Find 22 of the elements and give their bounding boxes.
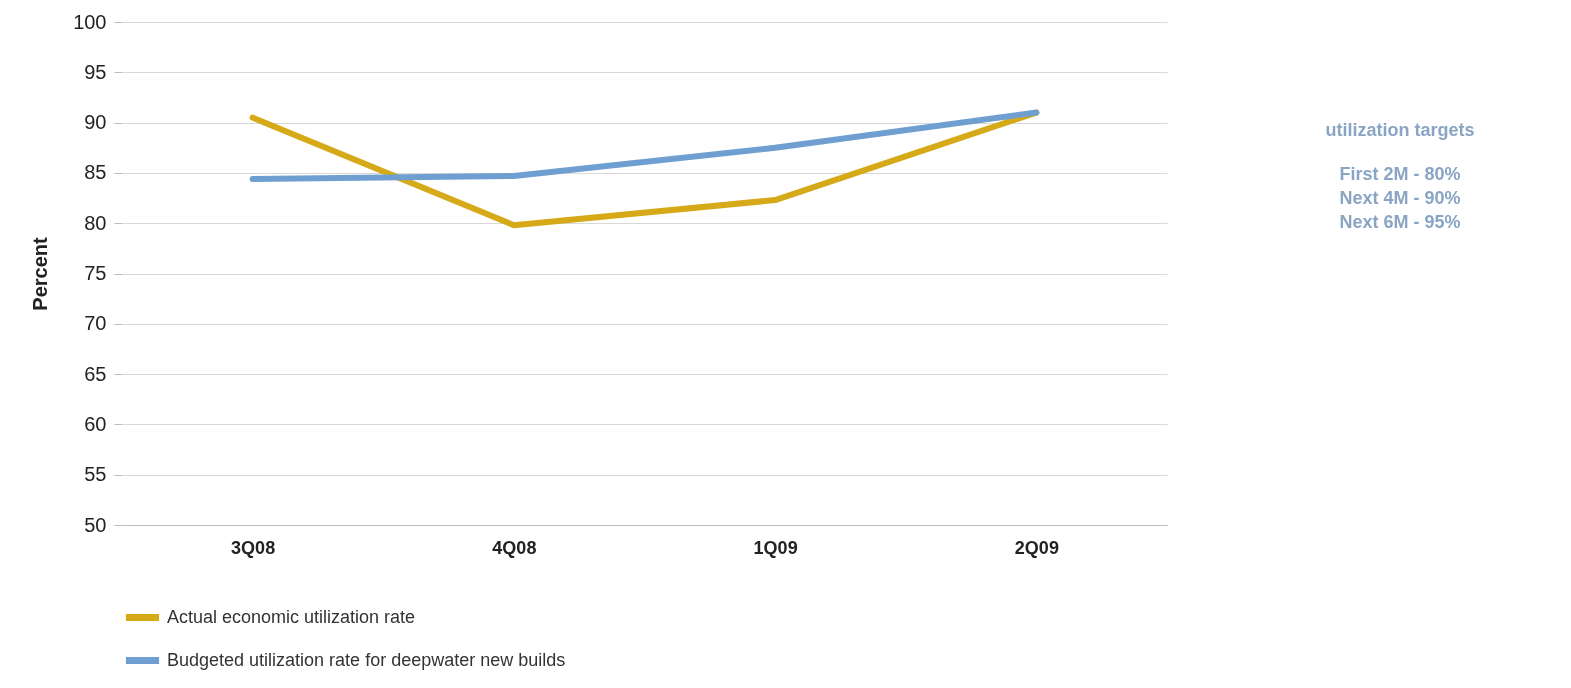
x-tick-label: 4Q08 (492, 537, 537, 558)
y-tick-label: 70 (84, 312, 107, 335)
legend-label: Budgeted utilization rate for deepwater new builds (167, 649, 566, 670)
text: Next 6M - 95% (1338, 211, 1462, 234)
y-tick-label: 95 (84, 60, 107, 83)
y-tick-label: 75 (84, 262, 107, 284)
y-tick-label: 50 (84, 513, 107, 536)
x-tick-label: 2Q09 (1014, 537, 1059, 558)
y-tick-label: 55 (84, 463, 107, 486)
y-tick-label: 65 (84, 362, 107, 385)
text: First 2M - 80% (1338, 163, 1462, 186)
text: Next 4M - 90% (1338, 187, 1462, 210)
text: utilization targets (1324, 119, 1476, 142)
y-axis-title: Percent (29, 236, 52, 311)
y-tick-label: 100 (73, 10, 107, 33)
legend-label: Actual economic utilization rate (167, 606, 416, 627)
x-tick-label: 1Q09 (753, 537, 798, 558)
y-tick-label: 80 (84, 211, 107, 234)
x-tick-label: 3Q08 (231, 537, 276, 558)
y-tick-label: 60 (84, 412, 107, 435)
y-tick-label: 85 (84, 161, 107, 184)
y-tick-label: 90 (84, 111, 107, 134)
